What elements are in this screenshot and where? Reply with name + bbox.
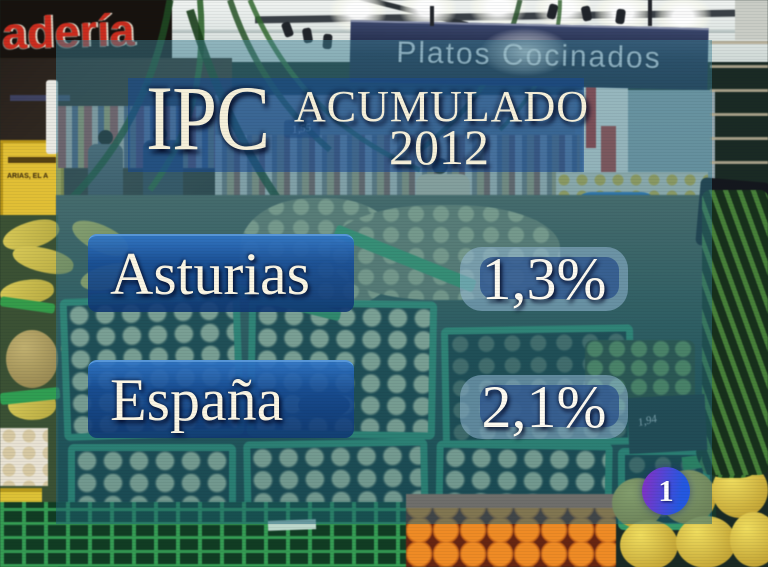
sign-text-line: ARIAS, EL A	[7, 173, 49, 180]
title-sub: ACUMULADO	[294, 82, 589, 131]
value-pill-inner	[480, 257, 619, 299]
melon	[730, 512, 768, 567]
region-label-box: España	[88, 360, 354, 438]
region-label: España	[110, 367, 284, 433]
white-pole	[46, 80, 58, 154]
value-pill: 1,3%	[460, 247, 628, 311]
sign-support	[648, 0, 652, 26]
title-band	[128, 78, 584, 172]
sign-text-line	[8, 157, 56, 163]
netted-melon	[6, 330, 58, 388]
region-label-box: Asturias	[88, 234, 354, 312]
right-shelving	[710, 36, 768, 188]
channel-one-logo: 1	[642, 467, 690, 515]
region-value: 2,1%	[481, 374, 607, 440]
region-value: 1,3%	[481, 246, 607, 312]
ceiling-corner	[735, 0, 768, 40]
region-label: Asturias	[110, 241, 310, 307]
sign-support	[430, 6, 434, 26]
melon	[620, 520, 678, 567]
plant-foliage	[702, 190, 768, 475]
storefront-product-strip	[10, 95, 70, 101]
value-pill-inner	[480, 385, 619, 427]
fruit-boxes	[0, 428, 48, 486]
channel-logo-digit: 1	[658, 473, 674, 508]
title-main: IPC	[146, 67, 270, 169]
melon	[676, 516, 736, 567]
title-year: 2012	[389, 119, 489, 175]
value-pill: 2,1%	[460, 375, 628, 439]
